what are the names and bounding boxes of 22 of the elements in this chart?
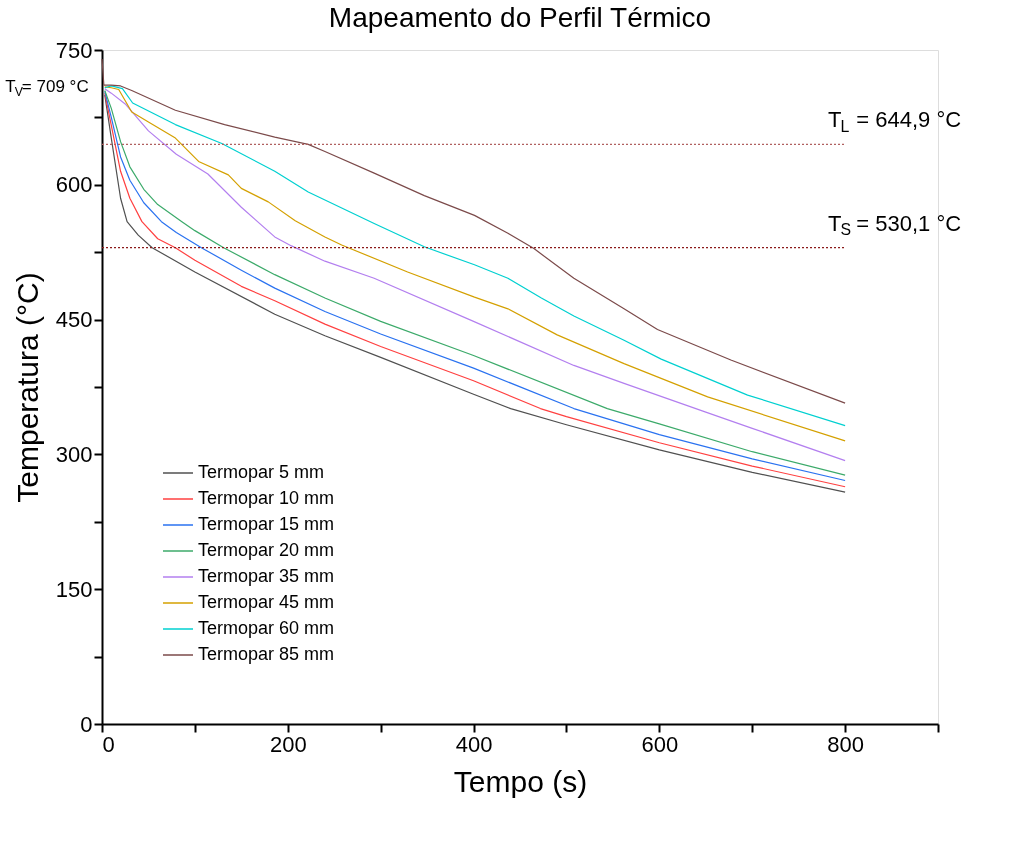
legend-label: Termopar 85 mm <box>198 644 335 664</box>
y-axis-title: Temperatura (°C) <box>10 272 44 503</box>
x-tick-label: 400 <box>455 731 493 757</box>
legend-label: Termopar 20 mm <box>198 540 335 560</box>
legend-label: Termopar 60 mm <box>198 618 335 638</box>
x-tick-label: 800 <box>827 731 864 757</box>
x-tick-label: 0 <box>102 731 115 757</box>
x-axis-title: Tempo (s) <box>453 764 588 798</box>
legend-label: Termopar 45 mm <box>198 592 335 612</box>
legend-label: Termopar 10 mm <box>198 488 335 508</box>
y-tick-label: 0 <box>80 711 93 737</box>
x-tick-label: 200 <box>269 731 307 757</box>
y-tick-label: 300 <box>55 441 93 467</box>
legend-label: Termopar 35 mm <box>198 566 335 586</box>
legend-label: Termopar 5 mm <box>198 462 325 482</box>
y-tick-label: 750 <box>55 37 93 63</box>
y-tick-label: 150 <box>55 576 93 602</box>
y-tick-label: 600 <box>55 172 93 198</box>
x-tick-label: 600 <box>641 731 679 757</box>
y-tick-label: 450 <box>55 307 93 333</box>
legend-label: Termopar 15 mm <box>198 514 335 534</box>
chart-title: Mapeamento do Perfil Térmico <box>328 2 712 33</box>
